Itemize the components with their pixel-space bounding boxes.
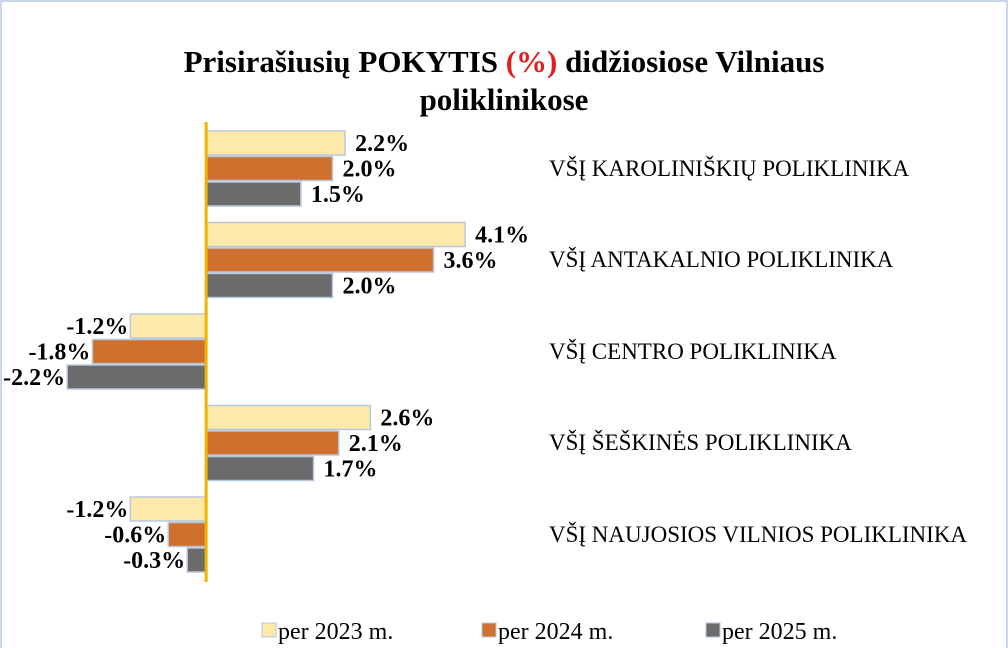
bar <box>205 130 346 156</box>
bar <box>205 455 315 482</box>
legend-swatch <box>481 622 497 638</box>
title-part: Prisirašiusių POKYTIS <box>184 44 498 79</box>
bar <box>205 404 372 431</box>
bar <box>186 547 207 573</box>
data-label: 1.5% <box>311 182 365 208</box>
data-label: -1.2% <box>66 314 128 340</box>
legend-label: per 2024 m. <box>498 619 613 645</box>
data-label: -2.2% <box>3 365 65 391</box>
data-label: -0.3% <box>123 548 185 574</box>
data-label: -0.6% <box>104 523 166 549</box>
bar <box>205 181 302 207</box>
bar <box>66 364 207 390</box>
legend-label: per 2023 m. <box>278 619 393 645</box>
title-part: didžiosiose Vilniaus <box>565 44 824 79</box>
bar <box>205 155 334 182</box>
bar <box>205 430 340 456</box>
data-label: 2.1% <box>349 431 403 457</box>
legend-swatch <box>705 622 721 638</box>
data-label: 2.0% <box>342 274 396 300</box>
data-label: 2.6% <box>380 406 434 432</box>
data-label: 4.1% <box>475 223 529 249</box>
chart-title-line2: poliklinikose <box>420 82 589 117</box>
legend-label: per 2025 m. <box>722 619 837 645</box>
category-label: VŠĮ NAUJOSIOS VILNIOS POLIKLINIKA <box>549 521 968 547</box>
category-label: VŠĮ CENTRO POLIKLINIKA <box>549 338 837 364</box>
category-label: VŠĮ KAROLINIŠKIŲ POLIKLINIKA <box>549 155 910 181</box>
title-highlight: (%) <box>506 44 558 79</box>
data-label: 2.2% <box>355 131 409 157</box>
bar <box>205 247 435 273</box>
category-label: VŠĮ ANTAKALNIO POLIKLINIKA <box>549 247 894 272</box>
bar <box>91 338 207 365</box>
bar <box>205 272 334 299</box>
legend-swatch <box>261 622 277 638</box>
chart-title: Prisirašiusių POKYTIS (%) didžiosiose Vi… <box>184 44 825 79</box>
data-label: 2.0% <box>342 157 396 183</box>
data-label: 3.6% <box>444 248 498 274</box>
category-label: VŠĮ ŠEŠKINĖS POLIKLINIKA <box>549 430 852 455</box>
data-label: -1.2% <box>66 497 128 523</box>
data-label: -1.8% <box>28 340 90 366</box>
bar <box>129 313 207 339</box>
bar <box>205 221 466 248</box>
bar <box>167 521 207 548</box>
bar <box>129 496 207 522</box>
data-label: 1.7% <box>324 457 378 483</box>
